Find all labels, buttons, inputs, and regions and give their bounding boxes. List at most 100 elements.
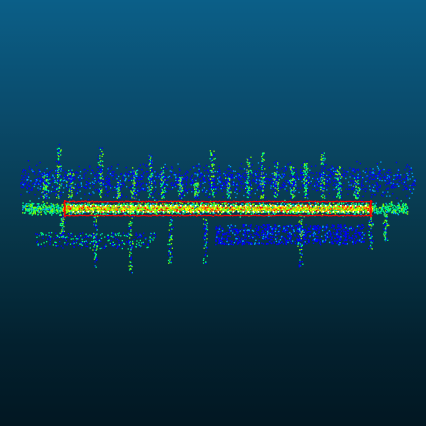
point: [321, 154, 323, 156]
point: [323, 181, 325, 184]
point: [215, 187, 218, 189]
point: [245, 187, 247, 189]
point: [319, 242, 321, 244]
point: [338, 192, 340, 194]
point: [80, 241, 82, 243]
point: [52, 174, 54, 176]
point: [161, 196, 163, 198]
point: [100, 152, 103, 155]
point: [249, 162, 251, 164]
point: [97, 166, 99, 168]
point: [304, 230, 307, 232]
point: [388, 181, 390, 183]
point: [129, 254, 131, 256]
point: [135, 173, 137, 176]
point: [112, 174, 114, 176]
point: [327, 169, 329, 171]
point: [169, 257, 171, 259]
point: [342, 174, 344, 176]
point: [128, 225, 130, 227]
point: [371, 224, 373, 226]
point: [354, 232, 356, 235]
point: [300, 234, 302, 237]
point: [216, 173, 218, 175]
point: [244, 177, 246, 179]
point: [315, 229, 318, 231]
point: [353, 177, 356, 179]
point: [308, 184, 310, 186]
point: [85, 184, 88, 186]
point: [318, 231, 321, 233]
point: [299, 233, 301, 236]
point: [101, 147, 103, 149]
point: [217, 242, 220, 245]
point: [218, 181, 220, 183]
point: [79, 190, 81, 192]
point: [338, 189, 340, 191]
point: [247, 225, 250, 227]
point: [93, 232, 95, 235]
point: [250, 236, 253, 238]
point: [403, 174, 405, 176]
point: [149, 182, 151, 184]
point: [332, 242, 334, 245]
point: [42, 176, 44, 178]
point: [158, 175, 160, 177]
point: [411, 172, 413, 175]
point: [333, 196, 335, 198]
point: [262, 186, 264, 188]
point: [169, 170, 171, 172]
point: [219, 184, 222, 187]
point: [248, 189, 250, 191]
point: [121, 240, 123, 242]
point: [254, 235, 256, 238]
point: [139, 239, 141, 242]
point: [340, 190, 342, 192]
point: [180, 184, 182, 186]
point: [322, 197, 324, 199]
point: [321, 235, 323, 238]
point: [303, 228, 305, 230]
point: [211, 170, 213, 172]
point: [57, 170, 59, 172]
point: [94, 175, 96, 177]
point: [213, 179, 215, 181]
point: [78, 165, 80, 168]
point: [21, 178, 23, 180]
point: [99, 183, 101, 185]
point: [139, 236, 141, 238]
point: [243, 194, 245, 197]
point: [167, 179, 169, 181]
point: [376, 184, 379, 186]
point: [83, 241, 85, 243]
point: [205, 226, 207, 229]
point: [215, 188, 217, 190]
point: [395, 183, 397, 185]
point: [95, 212, 97, 215]
point: [254, 173, 257, 175]
point: [263, 159, 265, 161]
point: [22, 212, 24, 214]
point: [149, 177, 151, 180]
point: [336, 191, 338, 193]
point: [275, 174, 277, 176]
point: [28, 182, 30, 184]
point: [143, 232, 145, 234]
point: [267, 233, 270, 235]
point: [413, 183, 415, 185]
point: [75, 192, 77, 194]
point: [227, 168, 229, 170]
point: [58, 235, 60, 237]
point: [95, 254, 97, 256]
point: [96, 229, 98, 231]
point: [20, 182, 22, 184]
point: [28, 168, 30, 170]
point: [259, 184, 261, 186]
point: [175, 173, 178, 175]
point: [57, 172, 59, 174]
point: [118, 175, 120, 178]
point: [226, 237, 228, 240]
point: [203, 187, 205, 189]
